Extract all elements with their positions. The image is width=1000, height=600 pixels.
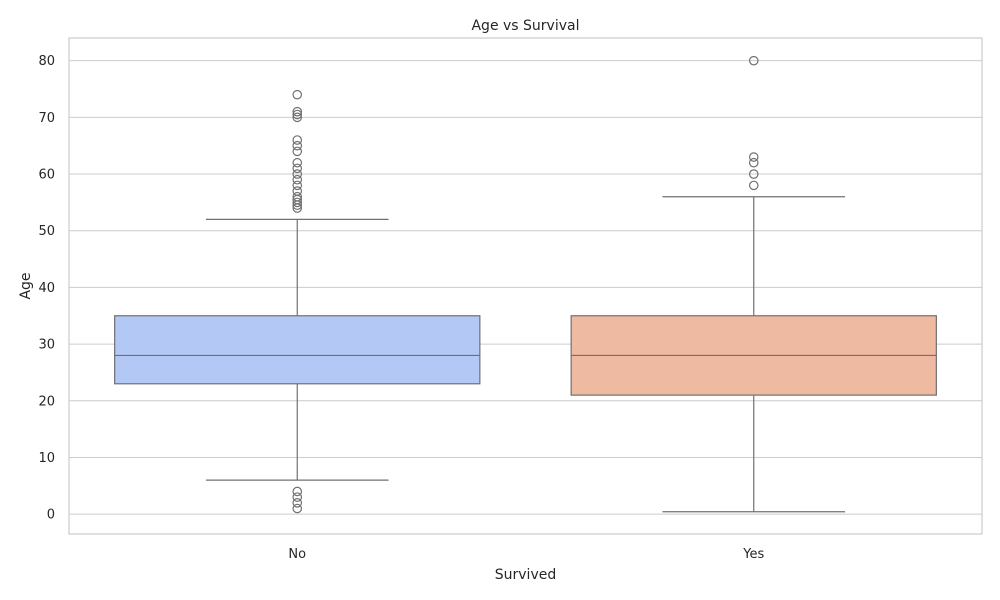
y-axis-label: Age <box>18 272 34 299</box>
y-tick-label-20: 20 <box>38 394 55 409</box>
outlier-point <box>292 157 303 168</box>
outlier-point <box>292 180 303 191</box>
outlier-point <box>292 89 303 100</box>
outlier-point <box>292 486 303 497</box>
box-group-no <box>114 89 481 514</box>
box-plots <box>114 55 937 514</box>
iqr-box <box>114 315 481 385</box>
y-tick-label-0: 0 <box>47 508 55 523</box>
outlier-point <box>292 169 303 179</box>
x-axis-label: Survived <box>495 567 556 583</box>
y-tick-label-30: 30 <box>38 338 55 353</box>
y-tick-label-80: 80 <box>38 54 55 69</box>
outlier-point <box>748 55 759 66</box>
y-tick-label-10: 10 <box>38 451 55 466</box>
outlier-point <box>292 492 303 502</box>
x-tick-label-no: No <box>288 547 306 562</box>
y-tick-label-40: 40 <box>38 281 55 296</box>
outlier-point <box>292 109 303 120</box>
chart-title: Age vs Survival <box>471 18 579 34</box>
outlier-point <box>292 498 303 508</box>
outlier-point <box>292 197 303 208</box>
outlier-point <box>748 180 759 191</box>
outlier-point <box>292 203 303 213</box>
outlier-point <box>292 106 303 117</box>
outlier-point <box>292 163 303 174</box>
outlier-point <box>292 140 303 151</box>
y-tick-label-70: 70 <box>38 111 55 126</box>
box-group-yes <box>570 55 937 513</box>
outlier-point <box>748 157 759 168</box>
plot-frame <box>68 37 983 535</box>
outlier-point <box>748 152 759 162</box>
outlier-point <box>292 174 303 185</box>
x-tick-labels: No Yes <box>288 547 764 562</box>
outlier-point <box>292 503 303 514</box>
outlier-point <box>748 169 759 179</box>
outlier-point <box>292 200 303 211</box>
y-tick-label-50: 50 <box>38 224 55 239</box>
gridlines <box>69 60 982 515</box>
y-tick-label-60: 60 <box>38 168 55 183</box>
y-tick-labels: 0 10 20 30 40 50 60 70 80 <box>38 54 55 522</box>
outlier-point <box>292 146 303 157</box>
outlier-point <box>292 112 303 123</box>
x-tick-label-yes: Yes <box>742 547 764 562</box>
outlier-point <box>292 135 303 145</box>
